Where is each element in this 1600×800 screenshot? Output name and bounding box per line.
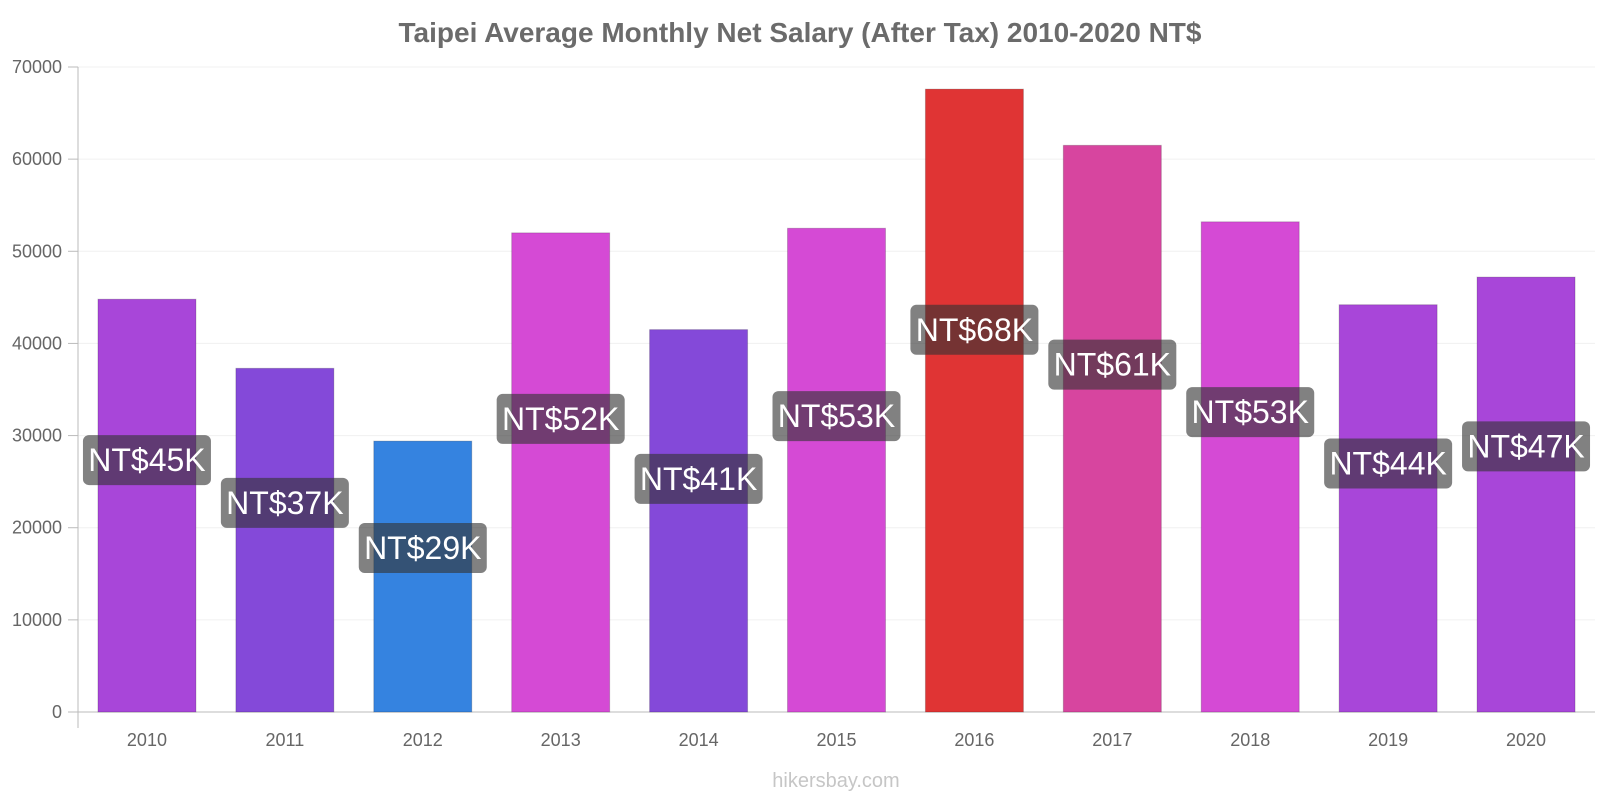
data-label: NT$41K [640, 461, 757, 497]
data-label-box [634, 453, 763, 504]
data-label: NT$29K [364, 530, 481, 566]
data-label: NT$47K [1467, 428, 1584, 464]
data-labels: NT$45K NT$37K NT$29K NT$52K NT$41K NT$53K NT$6… [82, 304, 1591, 574]
x-tick-label: 2012 [403, 730, 443, 750]
data-label-box [1186, 387, 1315, 438]
x-tick-label: 2020 [1506, 730, 1546, 750]
x-tick-label: 2016 [954, 730, 994, 750]
chart-title: Taipei Average Monthly Net Salary (After… [399, 17, 1202, 48]
bar-2011 [235, 367, 335, 713]
bar-2013 [511, 232, 611, 713]
y-tick-label: 40000 [12, 333, 62, 353]
bar-2014 [649, 329, 749, 713]
data-label: NT$44K [1329, 445, 1446, 481]
x-tick-label: 2015 [816, 730, 856, 750]
bar-2018 [1200, 221, 1300, 713]
y-tick-label: 50000 [12, 241, 62, 261]
y-axis-ticks: 0 10000 20000 30000 40000 50000 60000 70000 [12, 57, 78, 722]
data-label-box [358, 523, 487, 574]
y-tick-label: 10000 [12, 610, 62, 630]
data-label-box [496, 393, 625, 444]
x-tick-label: 2011 [266, 730, 305, 750]
data-label: NT$53K [778, 398, 895, 434]
bars [97, 88, 1576, 713]
data-label: NT$45K [88, 442, 205, 478]
data-label-box [1048, 339, 1177, 390]
y-tick-label: 60000 [12, 149, 62, 169]
data-label-box [910, 304, 1039, 355]
bar-2020 [1476, 276, 1576, 713]
data-label: NT$53K [1192, 394, 1309, 430]
y-tick-label: 70000 [12, 57, 62, 77]
x-tick-label: 2014 [679, 730, 719, 750]
x-tick-label: 2013 [541, 730, 581, 750]
data-label: NT$68K [916, 312, 1033, 348]
credit-text: hikersbay.com [772, 770, 899, 792]
bar-2016 [924, 88, 1024, 713]
data-label-box [772, 391, 901, 442]
y-tick-label: 30000 [12, 426, 62, 446]
data-label-box [220, 477, 349, 528]
y-tick-label: 20000 [12, 518, 62, 538]
x-tick-label: 2019 [1368, 730, 1408, 750]
bar-2019 [1338, 304, 1438, 713]
data-label: NT$37K [226, 485, 343, 521]
data-label-box [1462, 421, 1591, 472]
data-label-box [82, 435, 211, 486]
bar-2015 [787, 227, 886, 713]
data-label: NT$52K [502, 401, 619, 437]
data-label: NT$61K [1054, 347, 1171, 383]
x-tick-label: 2017 [1092, 730, 1132, 750]
bar-2017 [1062, 144, 1162, 713]
bar-2010 [97, 298, 197, 713]
x-tick-label: 2018 [1230, 730, 1270, 750]
x-tick-label: 2010 [127, 730, 167, 750]
bar-2012 [373, 440, 473, 713]
x-axis-ticks: 2010 2011 2012 2013 2014 2015 2016 2017 2018 2019… [127, 730, 1546, 750]
y-tick-label: 0 [52, 702, 62, 722]
data-label-box [1324, 438, 1453, 489]
